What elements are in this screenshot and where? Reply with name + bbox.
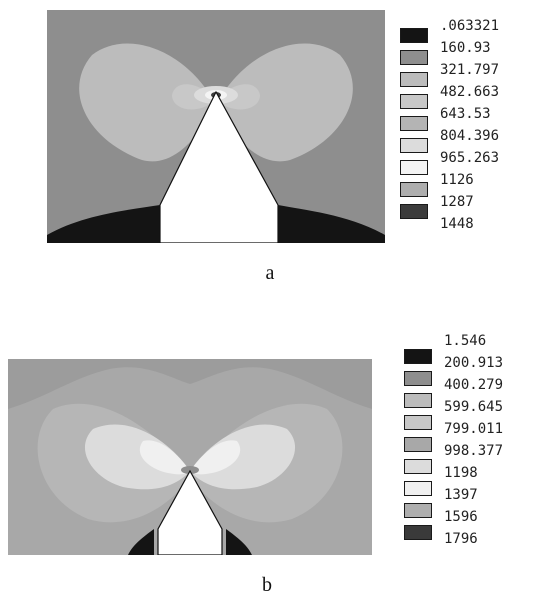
legend-label: 1.546 [444, 333, 487, 349]
legend-swatch [400, 116, 428, 131]
contour-plot-b [8, 359, 372, 555]
legend-label: 965.263 [440, 150, 500, 166]
legend-swatch [400, 182, 428, 197]
legend-label: 1596 [444, 509, 478, 525]
legend-label: 1126 [440, 172, 474, 188]
legend-label: 321.797 [440, 62, 500, 78]
legend-swatch [404, 415, 432, 430]
contour-region [128, 529, 154, 555]
legend-swatch [404, 525, 432, 540]
legend-label: 1198 [444, 465, 478, 481]
legend-label: 200.913 [444, 355, 504, 371]
contour-region [216, 84, 260, 110]
legend-label: 804.396 [440, 128, 500, 144]
legend-label: 160.93 [440, 40, 491, 56]
contour-region [190, 424, 296, 490]
contour-region [8, 359, 372, 409]
legend-swatch [400, 160, 428, 175]
legend-swatch [400, 28, 428, 43]
legend-label: 799.011 [444, 421, 504, 437]
legend-label: 643.53 [440, 106, 491, 122]
legend-label: 1796 [444, 531, 478, 547]
contour-region [84, 424, 190, 490]
legend-swatch [404, 503, 432, 518]
contour-region [190, 440, 241, 475]
notch-cutout [157, 469, 223, 555]
legend-label: 400.279 [444, 377, 504, 393]
legend-label: 599.645 [444, 399, 504, 415]
contour-region [226, 529, 252, 555]
contour-region [139, 440, 190, 475]
legend-swatch [400, 94, 428, 109]
legend-label: 482.663 [440, 84, 500, 100]
contour-region [278, 205, 385, 243]
legend-swatch [404, 437, 432, 452]
caption-b: b [262, 574, 272, 596]
contour-region [47, 205, 160, 243]
notch-cutout [159, 90, 279, 243]
contour-plot-a [47, 10, 385, 243]
legend-swatch [404, 481, 432, 496]
legend-swatch [404, 459, 432, 474]
legend-swatch [404, 393, 432, 408]
legend-swatch [400, 138, 428, 153]
contour-region [216, 43, 353, 162]
contour-region [172, 84, 216, 110]
contour-region [79, 43, 216, 162]
legend-label: .063321 [440, 18, 500, 34]
legend-swatch [400, 72, 428, 87]
legend-label: 1448 [440, 216, 474, 232]
legend-label: 1287 [440, 194, 474, 210]
legend-label: 998.377 [444, 443, 504, 459]
legend-swatch [400, 204, 428, 219]
legend-swatch [400, 50, 428, 65]
legend-swatch [404, 349, 432, 364]
legend-label: 1397 [444, 487, 478, 503]
legend-swatch [404, 371, 432, 386]
caption-a: a [265, 262, 275, 284]
